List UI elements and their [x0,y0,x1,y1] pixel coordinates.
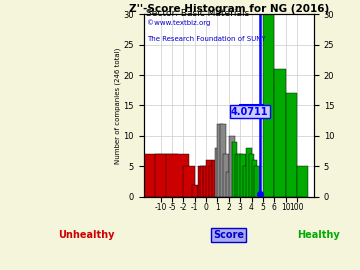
Bar [240,154,246,197]
Bar [217,124,223,197]
Bar [263,14,274,197]
Bar [155,154,178,197]
Bar [229,136,234,197]
Bar [212,160,217,197]
Text: Sector: Basic Materials: Sector: Basic Materials [147,9,249,18]
Bar [255,166,260,197]
Bar [226,173,232,197]
Text: ©www.textbiz.org: ©www.textbiz.org [147,20,211,26]
Bar [220,124,226,197]
Bar [192,185,198,197]
Text: 4.0711: 4.0711 [231,107,269,117]
Text: Healthy: Healthy [297,230,339,240]
Bar [201,166,206,197]
Bar [249,154,255,197]
Bar [285,93,297,197]
Bar [203,166,209,197]
Title: Z''-Score Histogram for NG (2016): Z''-Score Histogram for NG (2016) [129,4,329,14]
Text: The Research Foundation of SUNY: The Research Foundation of SUNY [147,36,266,42]
Bar [237,154,243,197]
Bar [209,166,215,197]
Bar [252,160,257,197]
Bar [297,166,308,197]
Bar [206,160,212,197]
Bar [215,148,220,197]
Bar [166,154,189,197]
Bar [234,154,240,197]
Bar [223,154,229,197]
Y-axis label: Number of companies (246 total): Number of companies (246 total) [114,47,121,164]
Bar [198,166,203,197]
Bar [183,166,195,197]
Bar [144,154,166,197]
Bar [232,142,237,197]
Text: Unhealthy: Unhealthy [59,230,115,240]
Bar [243,166,249,197]
Bar [246,148,252,197]
Bar [274,69,285,197]
Text: Score: Score [213,230,244,240]
